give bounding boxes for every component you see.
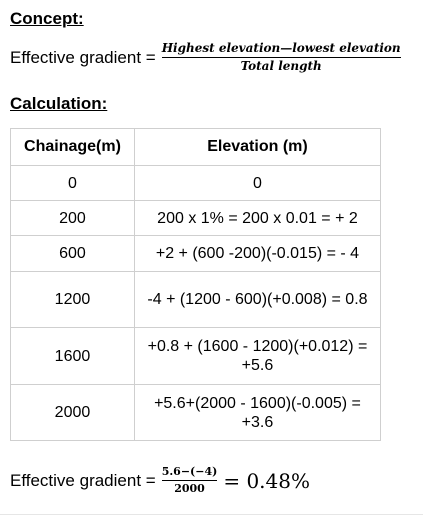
table-row: 600 +2 + (600 -200)(-0.015) = - 4 bbox=[10, 235, 382, 272]
table-row: 1600 +0.8 + (1600 - 1200)(+0.012) = +5.6 bbox=[10, 327, 382, 385]
elevation-cell: +2 + (600 -200)(-0.015) = - 4 bbox=[133, 235, 382, 272]
elevation-cell: 200 x 1% = 200 x 0.01 = + 2 bbox=[133, 200, 382, 236]
chainage-cell: 600 bbox=[10, 235, 135, 272]
table-row: 1200 -4 + (1200 - 600)(+0.008) = 0.8 bbox=[10, 271, 382, 328]
formula-fraction: Highest elevation—lowest elevation Total… bbox=[161, 41, 401, 74]
calculation-heading: Calculation: bbox=[10, 94, 108, 113]
fraction-bar bbox=[161, 57, 401, 59]
result-lhs: Effective gradient = bbox=[10, 470, 156, 490]
chainage-cell: 1200 bbox=[10, 271, 135, 328]
concept-heading: Concept: bbox=[10, 9, 84, 28]
table-row: 2000 +5.6+(2000 - 1600)(-0.005) = +3.6 bbox=[10, 384, 382, 441]
elevation-cell: +5.6+(2000 - 1600)(-0.005) = +3.6 bbox=[133, 384, 382, 441]
result-fraction: 5.6−(−4) 2000 bbox=[161, 465, 218, 496]
header-elevation: Elevation (m) bbox=[133, 128, 382, 166]
elevation-cell: +0.8 + (1600 - 1200)(+0.012) = +5.6 bbox=[133, 327, 382, 385]
effective-gradient-formula: Effective gradient = Highest elevation—l… bbox=[10, 41, 401, 74]
elevation-cell: -4 + (1200 - 600)(+0.008) = 0.8 bbox=[133, 271, 382, 328]
chainage-elevation-table: Chainage(m) Elevation (m) 0 0 200 200 x … bbox=[10, 128, 382, 441]
table-row: 0 0 bbox=[10, 165, 382, 201]
chainage-cell: 1600 bbox=[10, 327, 135, 385]
chainage-cell: 2000 bbox=[10, 384, 135, 441]
chainage-cell: 0 bbox=[10, 165, 135, 201]
bottom-divider bbox=[0, 514, 423, 515]
fraction-denominator: Total length bbox=[240, 59, 322, 74]
result-fraction-bar bbox=[161, 480, 218, 482]
header-chainage: Chainage(m) bbox=[10, 128, 135, 166]
table-header-row: Chainage(m) Elevation (m) bbox=[10, 128, 382, 166]
result-numerator: 5.6−(−4) bbox=[161, 465, 218, 478]
fraction-numerator: Highest elevation—lowest elevation bbox=[161, 41, 401, 55]
formula-lhs: Effective gradient = bbox=[10, 47, 156, 67]
table-row: 200 200 x 1% = 200 x 0.01 = + 2 bbox=[10, 200, 382, 236]
chainage-cell: 200 bbox=[10, 200, 135, 236]
chainage-table-wrapper: Chainage(m) Elevation (m) 0 0 200 200 x … bbox=[10, 128, 382, 441]
elevation-cell: 0 bbox=[133, 165, 382, 201]
result-value: = 0.48% bbox=[223, 468, 310, 493]
result-formula: Effective gradient = 5.6−(−4) 2000 = 0.4… bbox=[10, 465, 310, 496]
result-denominator: 2000 bbox=[174, 482, 205, 496]
